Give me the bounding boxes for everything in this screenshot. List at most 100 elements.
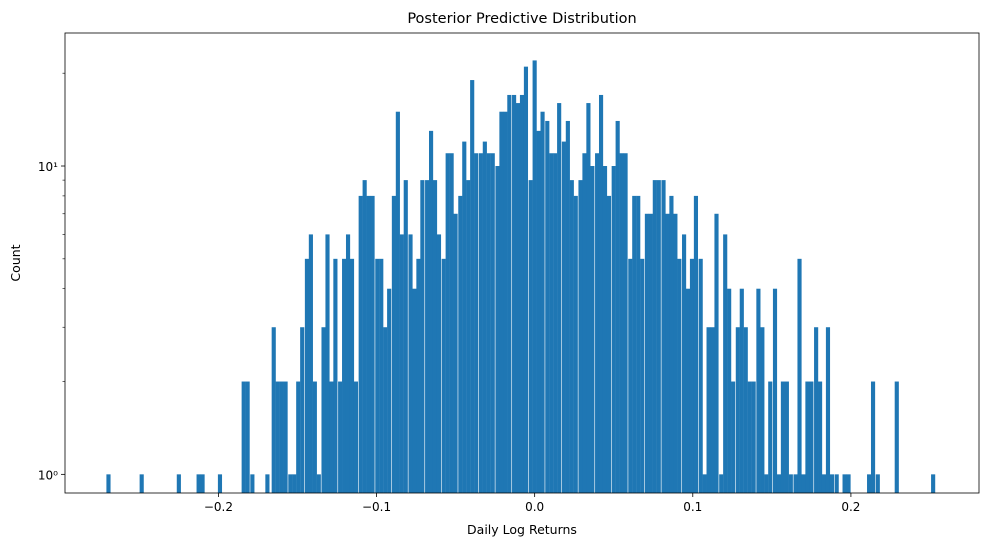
- histogram-bar-29: [349, 258, 355, 493]
- histogram-bar-104: [661, 180, 666, 493]
- histogram-bar-22: [321, 327, 326, 493]
- histogram-bar-133: [780, 381, 785, 493]
- histogram-bar-144: [825, 327, 831, 493]
- histogram-bar-107: [673, 213, 678, 493]
- histogram-bar-119: [723, 234, 728, 493]
- histogram-bar-109: [682, 234, 687, 493]
- histogram-bar-83: [573, 195, 578, 493]
- plot-frame: [64, 32, 980, 494]
- histogram-bar-17: [300, 327, 305, 493]
- histogram-bar-142: [818, 381, 823, 493]
- histogram-bar-91: [606, 195, 612, 493]
- histogram-bar-117: [714, 213, 719, 493]
- histogram-bar-64: [495, 166, 500, 493]
- histogram-bar-54: [453, 213, 458, 493]
- histogram-bar-85: [582, 153, 587, 494]
- histogram-bar-5: [217, 474, 223, 493]
- histogram-bar-106: [669, 195, 674, 493]
- histogram-bar-124: [743, 327, 748, 493]
- histogram-bar-153: [931, 474, 936, 493]
- histogram-bar-112: [693, 195, 699, 493]
- histogram-bar-114: [702, 474, 707, 493]
- histogram-bar-30: [353, 381, 359, 493]
- histogram-bar-135: [788, 474, 793, 493]
- histogram-bar-101: [648, 213, 653, 493]
- x-tick-label-0: −0.2: [204, 500, 233, 514]
- histogram-bar-1: [139, 474, 144, 493]
- histogram-bar-81: [565, 120, 570, 493]
- histogram-bar-24: [329, 381, 334, 493]
- histogram-bar-92: [611, 166, 616, 493]
- y-tick-label-1: 10¹: [38, 160, 58, 174]
- histogram-bar-145: [829, 474, 835, 493]
- histogram-bar-129: [764, 474, 769, 493]
- x-tick-label-4: 0.2: [841, 500, 860, 514]
- histogram-bar-39: [391, 195, 396, 493]
- histogram-bar-4: [200, 474, 205, 493]
- histogram-bar-103: [656, 180, 661, 493]
- histogram-bar-96: [628, 258, 633, 493]
- histogram-bar-62: [486, 153, 491, 494]
- histogram-bar-140: [809, 381, 814, 493]
- histogram-bar-19: [308, 234, 313, 493]
- histogram-bar-143: [821, 474, 827, 493]
- histogram-bar-127: [756, 288, 761, 493]
- x-tick-label-2: 0.0: [525, 500, 544, 514]
- histogram-bar-93: [615, 120, 620, 493]
- y-tick-label-0: 10⁰: [38, 468, 58, 482]
- histogram-bar-40: [395, 111, 400, 494]
- histogram-bar-100: [644, 213, 649, 493]
- histogram-bar-3: [196, 474, 201, 493]
- histogram-bar-115: [706, 327, 711, 493]
- histogram-bar-12: [279, 381, 284, 493]
- histogram-bar-43: [408, 234, 413, 493]
- histogram-bar-53: [449, 153, 454, 494]
- histogram-bar-33: [366, 195, 371, 493]
- histogram-bar-149: [867, 474, 872, 493]
- histogram-bar-26: [338, 381, 343, 493]
- histogram-bar-46: [420, 180, 425, 493]
- histogram-bar-60: [478, 153, 483, 494]
- histogram-bar-44: [412, 288, 417, 493]
- histogram-bar-8: [250, 474, 255, 493]
- histogram-bar-16: [296, 381, 301, 493]
- histogram-bar-7: [245, 381, 250, 493]
- histogram-bar-15: [292, 474, 297, 493]
- histogram-bar-71: [523, 66, 529, 494]
- histogram-bar-36: [379, 258, 384, 493]
- histogram-bar-90: [602, 166, 608, 493]
- histogram-bar-139: [805, 381, 810, 493]
- histogram-bar-57: [466, 180, 471, 493]
- histogram-bar-141: [814, 327, 819, 493]
- histogram-bar-86: [586, 103, 591, 493]
- histogram-bar-70: [519, 94, 525, 493]
- histogram-bar-151: [875, 474, 880, 493]
- chart-title: Posterior Predictive Distribution: [407, 11, 636, 27]
- histogram-bar-61: [482, 141, 487, 493]
- histogram-bar-152: [894, 381, 899, 493]
- histogram-bar-122: [735, 327, 740, 493]
- histogram-bar-121: [731, 381, 736, 493]
- histogram-bar-102: [652, 180, 657, 493]
- histogram-bar-148: [846, 474, 851, 493]
- histogram-bar-132: [776, 474, 782, 493]
- histogram-bar-6: [241, 381, 246, 493]
- histogram-bar-78: [553, 153, 558, 494]
- histogram-bar-131: [772, 288, 778, 493]
- histogram-bar-150: [870, 381, 876, 493]
- histogram-bar-134: [784, 381, 789, 493]
- histogram-bar-95: [623, 153, 628, 494]
- x-tick-label-3: 0.1: [683, 500, 702, 514]
- histogram-bar-69: [515, 103, 521, 493]
- histogram-bar-63: [490, 153, 495, 494]
- histogram-bar-111: [689, 258, 695, 493]
- histogram-bar-126: [751, 381, 756, 493]
- histogram-bar-51: [441, 258, 446, 493]
- histogram-bar-80: [561, 141, 566, 493]
- histogram-bar-82: [569, 180, 574, 493]
- histogram-bar-97: [632, 195, 637, 493]
- y-axis-title: Count: [8, 244, 23, 281]
- y-axis-ticks: 10⁰ 10¹: [38, 72, 65, 482]
- histogram-bar-73: [532, 60, 537, 494]
